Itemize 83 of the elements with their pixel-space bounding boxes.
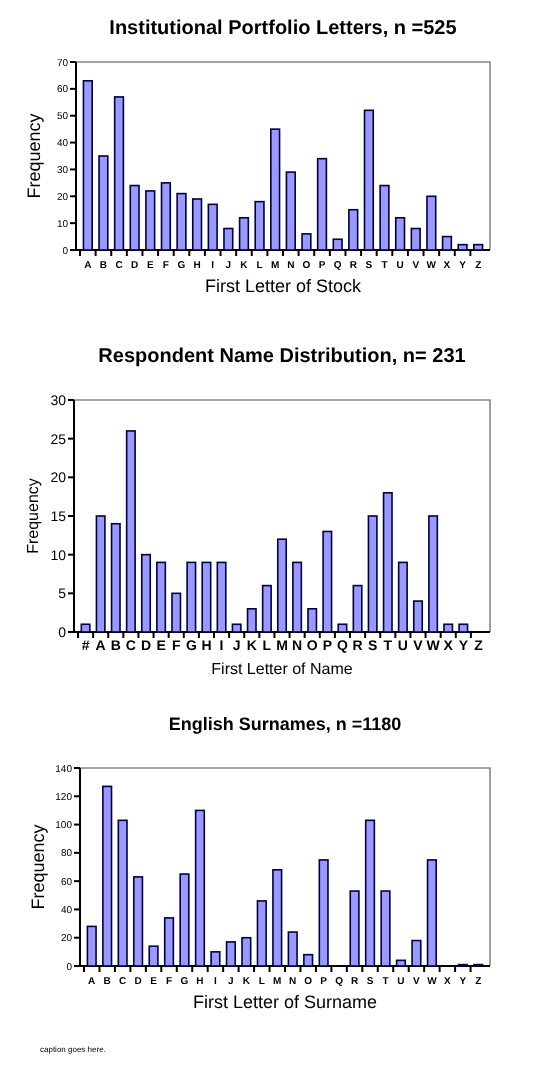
bar — [394, 216, 406, 251]
bar — [337, 623, 348, 633]
bar — [129, 184, 140, 251]
bar — [382, 492, 393, 633]
bar — [191, 198, 203, 251]
bar — [176, 192, 187, 251]
x-axis-title: First Letter of Name — [211, 660, 354, 678]
bar — [395, 959, 407, 967]
bar — [285, 171, 296, 251]
bar — [98, 155, 109, 251]
bar — [179, 873, 190, 967]
bar — [82, 80, 93, 251]
bar — [241, 936, 252, 967]
bar — [132, 876, 144, 967]
bar — [145, 190, 156, 251]
bar — [256, 900, 267, 967]
bar — [223, 227, 234, 251]
bar — [80, 623, 91, 633]
chart-title: Respondent Name Distribution, n= 231 — [98, 346, 467, 368]
bar — [160, 182, 172, 251]
bar — [261, 584, 272, 633]
bar — [254, 200, 265, 251]
bar — [458, 623, 469, 633]
bar — [216, 561, 227, 633]
bar — [110, 522, 121, 633]
bar — [316, 157, 328, 251]
x-axis-title: First Letter of Surname — [192, 992, 378, 1012]
bar — [194, 809, 206, 967]
bar — [238, 216, 250, 251]
bar — [270, 128, 281, 251]
bar — [201, 561, 212, 633]
bar — [292, 561, 303, 633]
y-axis-title: Frequency — [24, 112, 44, 199]
bar — [397, 561, 408, 633]
bar — [352, 584, 363, 633]
chart-title: English Surnames, n =1180 — [168, 714, 402, 734]
bar — [287, 931, 298, 967]
bar — [348, 208, 359, 251]
bar — [411, 939, 422, 967]
bar — [441, 235, 453, 251]
bar — [426, 195, 437, 251]
bar — [318, 859, 329, 967]
bar — [148, 945, 159, 967]
bar — [332, 238, 343, 251]
bar — [246, 608, 257, 633]
bar — [322, 530, 333, 633]
bar — [301, 233, 312, 251]
y-axis-title: Frequency — [28, 823, 48, 910]
bar — [171, 592, 182, 633]
bar — [457, 243, 468, 251]
bar — [276, 538, 288, 633]
bar — [364, 819, 376, 967]
bar — [426, 859, 438, 967]
bar — [473, 243, 484, 251]
bar — [86, 925, 97, 967]
bar — [367, 515, 378, 633]
bar — [412, 600, 424, 633]
bar — [207, 203, 218, 251]
bar — [349, 890, 360, 967]
chart-title: Institutional Portfolio Letters, n =525 — [109, 18, 458, 40]
y-axis-title: Frequency — [24, 478, 42, 554]
bar — [303, 953, 314, 967]
bar — [95, 515, 106, 633]
bar — [307, 608, 318, 633]
bar — [102, 785, 113, 967]
bar — [272, 869, 283, 967]
bar — [163, 917, 175, 967]
bar — [443, 623, 454, 633]
bar — [113, 96, 125, 251]
bar — [363, 109, 375, 251]
bar — [379, 184, 390, 251]
bar — [210, 951, 221, 967]
bar — [186, 561, 197, 633]
bar — [380, 890, 391, 967]
bar — [140, 553, 152, 633]
x-axis-title: First Letter of Stock — [204, 276, 363, 296]
bar — [231, 623, 242, 633]
bar — [410, 227, 421, 251]
bar — [117, 819, 128, 967]
bar — [125, 430, 136, 633]
bar — [428, 515, 439, 633]
bar — [225, 941, 237, 967]
bar — [156, 561, 167, 633]
